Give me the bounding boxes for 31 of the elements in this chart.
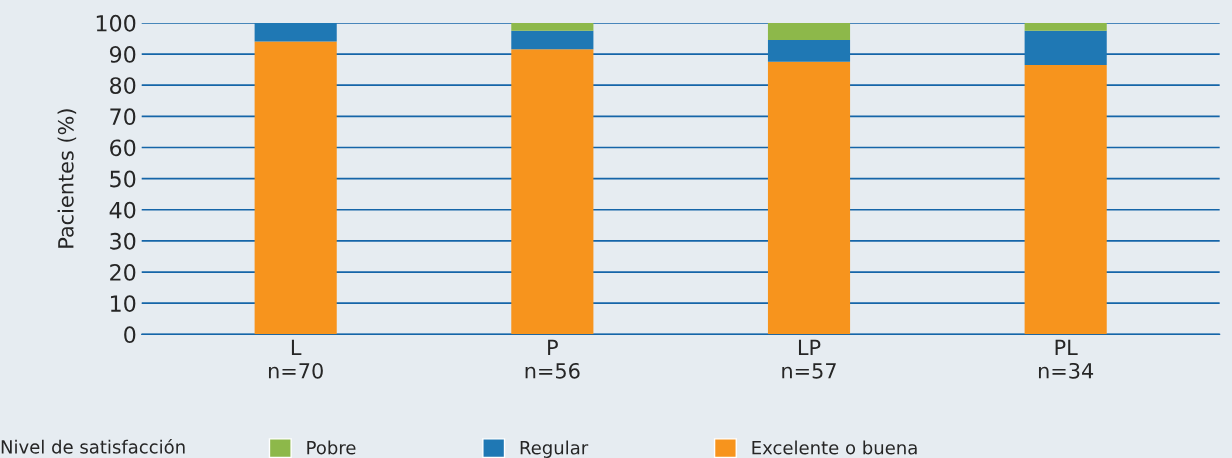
legend-title: Nivel de satisfacción [1, 438, 185, 454]
bar [1024, 64, 1107, 335]
x-tick-label: P n=56 [525, 339, 580, 379]
x-tick-label: PL n=34 [1038, 339, 1094, 379]
y-tick-label: 100 [96, 14, 136, 32]
bar [511, 30, 594, 50]
legend-label: Excelente o buena [752, 440, 917, 455]
y-tick-label: 90 [109, 45, 136, 63]
y-tick-label: 0 [124, 326, 136, 344]
y-tick-label: 50 [110, 170, 136, 188]
y-tick-label: 40 [109, 201, 136, 219]
y-axis-title: Pacientes (%) [57, 109, 77, 248]
legend-label: Pobre [307, 440, 356, 455]
bar [767, 61, 851, 335]
y-tick-label: 60 [110, 139, 136, 157]
y-tick-label: 10 [110, 295, 136, 312]
y-tick-label: 80 [110, 77, 136, 94]
bar [1024, 30, 1107, 65]
bar [767, 40, 851, 62]
bar [254, 41, 337, 335]
y-tick-label: 70 [110, 108, 136, 126]
bar [1024, 22, 1107, 31]
bar [511, 49, 594, 335]
x-tick-label: L n=70 [268, 339, 323, 379]
x-tick-label: LP n=57 [782, 339, 836, 379]
bar [767, 22, 851, 41]
bar [254, 22, 337, 42]
y-tick-label: 20 [110, 264, 136, 281]
legend-label: Regular [520, 440, 589, 458]
y-tick-label: 30 [110, 232, 136, 250]
bar [511, 22, 594, 31]
